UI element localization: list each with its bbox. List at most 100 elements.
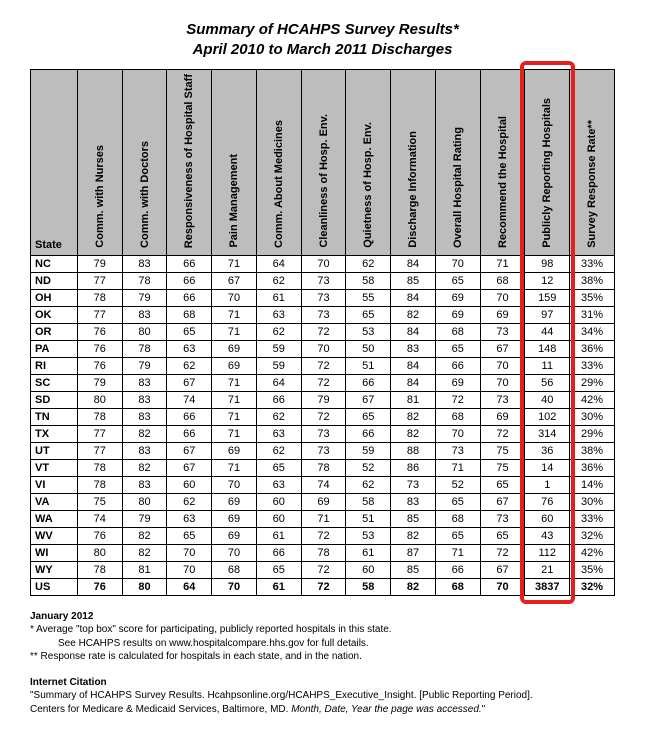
state-cell: RI bbox=[31, 357, 78, 374]
data-cell: 70 bbox=[167, 561, 212, 578]
data-cell: 83 bbox=[122, 391, 167, 408]
data-cell: 62 bbox=[256, 272, 301, 289]
data-cell: 66 bbox=[346, 374, 391, 391]
data-cell: 69 bbox=[480, 408, 525, 425]
state-cell: TX bbox=[31, 425, 78, 442]
data-cell: 65 bbox=[256, 459, 301, 476]
data-cell: 71 bbox=[301, 510, 346, 527]
data-cell: 73 bbox=[480, 510, 525, 527]
data-cell: 68 bbox=[435, 408, 480, 425]
data-cell: 73 bbox=[301, 306, 346, 323]
col-header: Cleanliness of Hosp. Env. bbox=[301, 69, 346, 255]
data-cell: 58 bbox=[346, 578, 391, 595]
data-cell: 73 bbox=[301, 272, 346, 289]
table-row: SC798367716472668469705629% bbox=[31, 374, 615, 391]
data-cell: 87 bbox=[391, 544, 436, 561]
citation-line-2: Centers for Medicare & Medicaid Services… bbox=[30, 703, 615, 717]
citation-heading: Internet Citation bbox=[30, 676, 615, 690]
data-cell: 82 bbox=[122, 527, 167, 544]
data-cell: 69 bbox=[212, 527, 257, 544]
data-cell: 66 bbox=[346, 425, 391, 442]
data-cell: 79 bbox=[122, 357, 167, 374]
data-cell: 73 bbox=[301, 289, 346, 306]
title-line-1: Summary of HCAHPS Survey Results* bbox=[30, 20, 615, 40]
data-cell: 82 bbox=[391, 425, 436, 442]
data-cell: 78 bbox=[301, 459, 346, 476]
state-cell: ND bbox=[31, 272, 78, 289]
data-cell: 63 bbox=[167, 510, 212, 527]
data-cell: 69 bbox=[435, 289, 480, 306]
data-cell: 65 bbox=[480, 476, 525, 493]
data-cell: 66 bbox=[435, 357, 480, 374]
data-cell: 12 bbox=[525, 272, 570, 289]
data-cell: 65 bbox=[167, 323, 212, 340]
data-cell: 70 bbox=[435, 255, 480, 272]
data-cell: 314 bbox=[525, 425, 570, 442]
table-row: OR768065716272538468734434% bbox=[31, 323, 615, 340]
data-cell: 70 bbox=[480, 357, 525, 374]
data-cell: 62 bbox=[167, 357, 212, 374]
data-cell: 69 bbox=[301, 493, 346, 510]
data-cell: 64 bbox=[256, 255, 301, 272]
data-cell: 64 bbox=[167, 578, 212, 595]
data-cell: 79 bbox=[122, 289, 167, 306]
table-row: PA7678636959705083656714836% bbox=[31, 340, 615, 357]
data-cell: 71 bbox=[435, 459, 480, 476]
table-row: TX7782667163736682707231429% bbox=[31, 425, 615, 442]
data-cell: 60 bbox=[346, 561, 391, 578]
data-cell: 159 bbox=[525, 289, 570, 306]
col-header-label: Quietness of Hosp. Env. bbox=[362, 122, 374, 248]
data-cell: 102 bbox=[525, 408, 570, 425]
data-cell: 29% bbox=[570, 425, 615, 442]
data-cell: 67 bbox=[346, 391, 391, 408]
data-cell: 79 bbox=[122, 510, 167, 527]
data-cell: 52 bbox=[435, 476, 480, 493]
state-cell: WI bbox=[31, 544, 78, 561]
data-cell: 71 bbox=[212, 425, 257, 442]
col-header: Survey Response Rate** bbox=[570, 69, 615, 255]
data-cell: 86 bbox=[391, 459, 436, 476]
data-cell: 36% bbox=[570, 340, 615, 357]
data-cell: 59 bbox=[346, 442, 391, 459]
data-cell: 70 bbox=[480, 374, 525, 391]
hcahps-table: StateComm. with NursesComm. with Doctors… bbox=[30, 69, 615, 596]
data-cell: 68 bbox=[435, 578, 480, 595]
data-cell: 82 bbox=[391, 578, 436, 595]
data-cell: 78 bbox=[122, 272, 167, 289]
data-cell: 79 bbox=[77, 374, 122, 391]
data-cell: 77 bbox=[77, 272, 122, 289]
data-cell: 84 bbox=[391, 323, 436, 340]
citation-block: Internet Citation "Summary of HCAHPS Sur… bbox=[30, 676, 615, 717]
data-cell: 33% bbox=[570, 255, 615, 272]
data-cell: 67 bbox=[167, 374, 212, 391]
data-cell: 85 bbox=[391, 561, 436, 578]
data-cell: 60 bbox=[256, 510, 301, 527]
table-row: UT778367696273598873753638% bbox=[31, 442, 615, 459]
data-cell: 70 bbox=[480, 578, 525, 595]
col-header-label: State bbox=[35, 239, 62, 251]
data-cell: 83 bbox=[122, 442, 167, 459]
col-header-label: Cleanliness of Hosp. Env. bbox=[318, 114, 330, 248]
col-header: Quietness of Hosp. Env. bbox=[346, 69, 391, 255]
state-cell: VI bbox=[31, 476, 78, 493]
data-cell: 73 bbox=[480, 323, 525, 340]
col-header-label: Pain Management bbox=[228, 154, 240, 248]
data-cell: 58 bbox=[346, 272, 391, 289]
data-cell: 62 bbox=[256, 323, 301, 340]
data-cell: 71 bbox=[480, 255, 525, 272]
data-cell: 72 bbox=[301, 374, 346, 391]
data-cell: 65 bbox=[167, 527, 212, 544]
data-cell: 84 bbox=[391, 374, 436, 391]
data-cell: 82 bbox=[391, 527, 436, 544]
data-cell: 68 bbox=[435, 323, 480, 340]
data-cell: 66 bbox=[167, 272, 212, 289]
data-cell: 74 bbox=[77, 510, 122, 527]
data-cell: 83 bbox=[391, 493, 436, 510]
data-cell: 52 bbox=[346, 459, 391, 476]
data-cell: 78 bbox=[77, 561, 122, 578]
data-cell: 82 bbox=[122, 459, 167, 476]
table-header-row: StateComm. with NursesComm. with Doctors… bbox=[31, 69, 615, 255]
table-row: OK778368716373658269699731% bbox=[31, 306, 615, 323]
data-cell: 76 bbox=[525, 493, 570, 510]
data-cell: 71 bbox=[212, 323, 257, 340]
